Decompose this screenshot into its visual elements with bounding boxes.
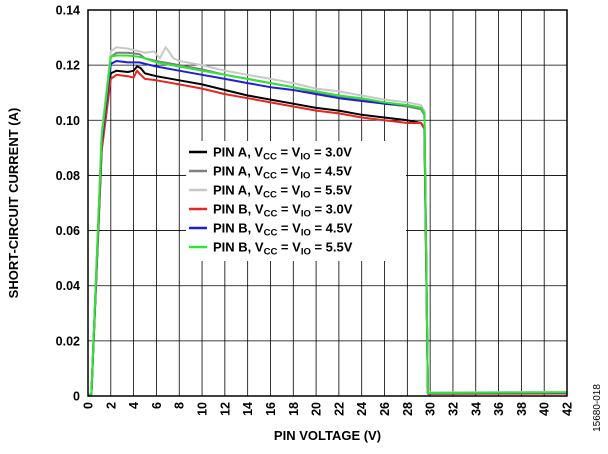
legend-entry: PIN B, VCC = VIO = 5.5V	[213, 240, 353, 258]
legend-entry: PIN A, VCC = VIO = 3.0V	[213, 145, 352, 163]
x-tick-label: 12	[218, 402, 232, 416]
x-tick-label: 14	[241, 402, 255, 416]
legend-background	[186, 141, 406, 261]
y-tick-label: 0.08	[56, 169, 80, 183]
x-tick-label: 8	[173, 402, 187, 409]
series-layer	[87, 46, 568, 397]
y-tick-label: 0.12	[56, 59, 80, 73]
x-tick-label: 28	[401, 402, 415, 416]
x-tick-label: 22	[332, 402, 346, 416]
plot-frame	[87, 9, 568, 397]
legend-entry: PIN B, VCC = VIO = 3.0V	[213, 202, 353, 220]
x-tick-label: 32	[446, 402, 460, 416]
legend-entry: PIN B, VCC = VIO = 4.5V	[213, 221, 353, 239]
y-tick-label: 0.10	[56, 114, 80, 128]
series-line-1	[87, 65, 567, 397]
x-tick-label: 0	[82, 402, 96, 409]
x-tick-label: 36	[492, 402, 506, 416]
x-tick-labels: 0 2 4 6 8 10 12 14 16 18 20 22 24 26 28 30 32 34 36 38 40 42	[82, 402, 575, 416]
x-tick-label: 24	[355, 402, 369, 416]
legend-entry: PIN A, VCC = VIO = 4.5V	[213, 164, 352, 182]
x-tick-label: 18	[287, 402, 301, 416]
y-tick-labels: 0 0.02 0.04 0.06 0.08 0.10 0.12 0.14	[56, 4, 80, 404]
x-tick-label: 6	[150, 402, 164, 409]
x-tick-label: 26	[378, 402, 392, 416]
x-tick-label: 34	[469, 402, 483, 416]
y-tick-label: 0.02	[56, 334, 80, 348]
x-tick-label: 4	[127, 402, 141, 409]
series-line-3	[87, 46, 568, 397]
x-tick-label: 42	[561, 402, 575, 416]
legend-entry: PIN A, VCC = VIO = 5.5V	[213, 183, 352, 201]
x-tick-label: 20	[310, 402, 324, 416]
y-tick-label: 0	[73, 390, 80, 404]
x-tick-label: 10	[196, 402, 210, 416]
x-tick-label: 38	[515, 402, 529, 416]
y-tick-label: 0.06	[56, 224, 80, 238]
y-axis-title: SHORT-CIRCUIT CURRENT (A)	[6, 108, 21, 299]
series-line-6	[87, 54, 568, 397]
y-tick-label: 0.14	[56, 4, 80, 18]
figure-id: 15680-018	[592, 384, 603, 432]
x-tick-label: 2	[104, 402, 118, 409]
x-tick-label: 40	[538, 402, 552, 416]
y-tick-label: 0.04	[56, 279, 80, 293]
x-axis-title: PIN VOLTAGE (V)	[274, 428, 381, 443]
x-tick-label: 30	[424, 402, 438, 416]
x-tick-label: 16	[264, 402, 278, 416]
series-line-4	[87, 69, 568, 397]
